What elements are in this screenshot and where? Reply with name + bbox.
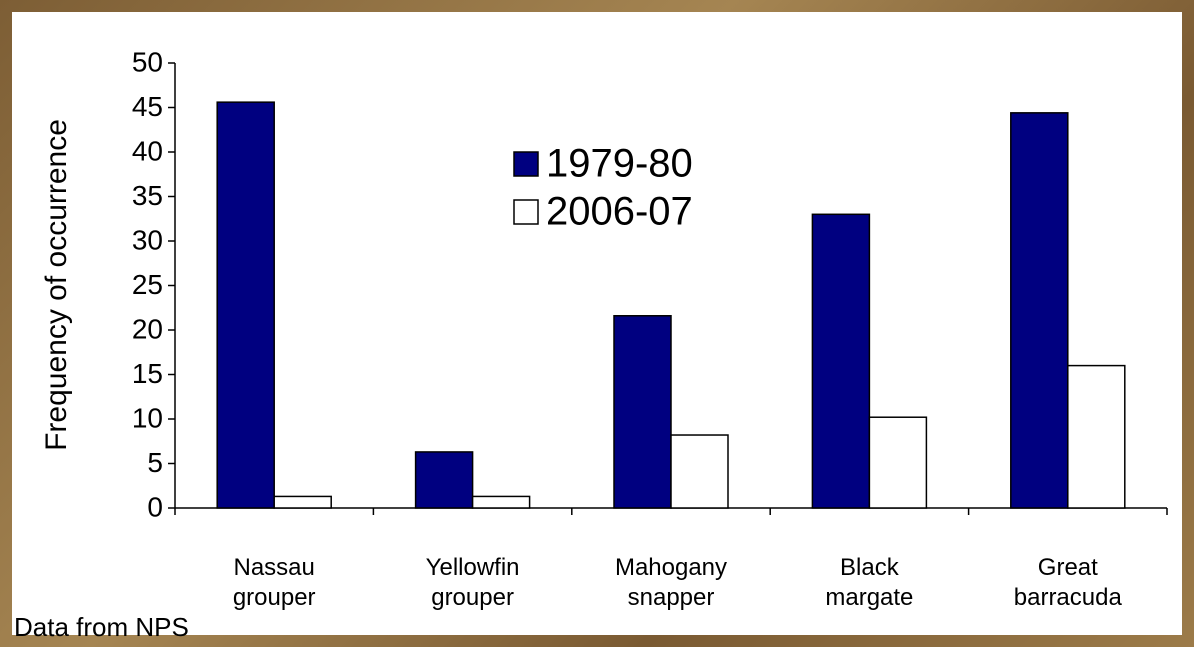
y-tick-label: 45 bbox=[132, 91, 163, 122]
bar bbox=[1010, 112, 1069, 509]
y-tick-label: 40 bbox=[132, 135, 163, 166]
slide bbox=[12, 12, 1182, 635]
y-tick-label: 20 bbox=[132, 313, 163, 344]
x-tick-label: Nassau grouper bbox=[232, 554, 316, 611]
y-tick-label: 5 bbox=[147, 447, 163, 478]
bar bbox=[613, 315, 672, 509]
y-tick-label: 15 bbox=[132, 358, 163, 389]
annotation: Data from NPS bbox=[14, 612, 189, 642]
legend-label: 1979-80 bbox=[546, 142, 693, 186]
x-tick-label: Mahogany snapper bbox=[614, 554, 728, 611]
bar bbox=[670, 434, 729, 509]
bar bbox=[273, 495, 332, 509]
x-tick-label: Black margate bbox=[825, 554, 914, 611]
y-tick-label: 0 bbox=[147, 491, 163, 522]
bar bbox=[868, 416, 928, 509]
x-tick-label: Yellowfin grouper bbox=[425, 554, 520, 611]
y-tick-label: 30 bbox=[132, 224, 163, 255]
legend-swatch bbox=[513, 151, 539, 177]
x-tick-label: Great barracuda bbox=[1013, 554, 1122, 611]
bar bbox=[471, 495, 531, 509]
y-tick-label: 25 bbox=[132, 269, 163, 300]
legend-swatch bbox=[513, 199, 539, 225]
bar bbox=[216, 101, 275, 509]
legend-label: 2006-07 bbox=[546, 190, 693, 234]
y-axis-label: Frequency of occurrence bbox=[40, 119, 73, 451]
bar bbox=[1067, 364, 1126, 509]
y-tick-label: 50 bbox=[132, 46, 163, 77]
y-tick-label: 35 bbox=[132, 180, 163, 211]
y-tick-label: 10 bbox=[132, 402, 163, 433]
bar bbox=[414, 451, 474, 509]
bar bbox=[811, 213, 871, 509]
